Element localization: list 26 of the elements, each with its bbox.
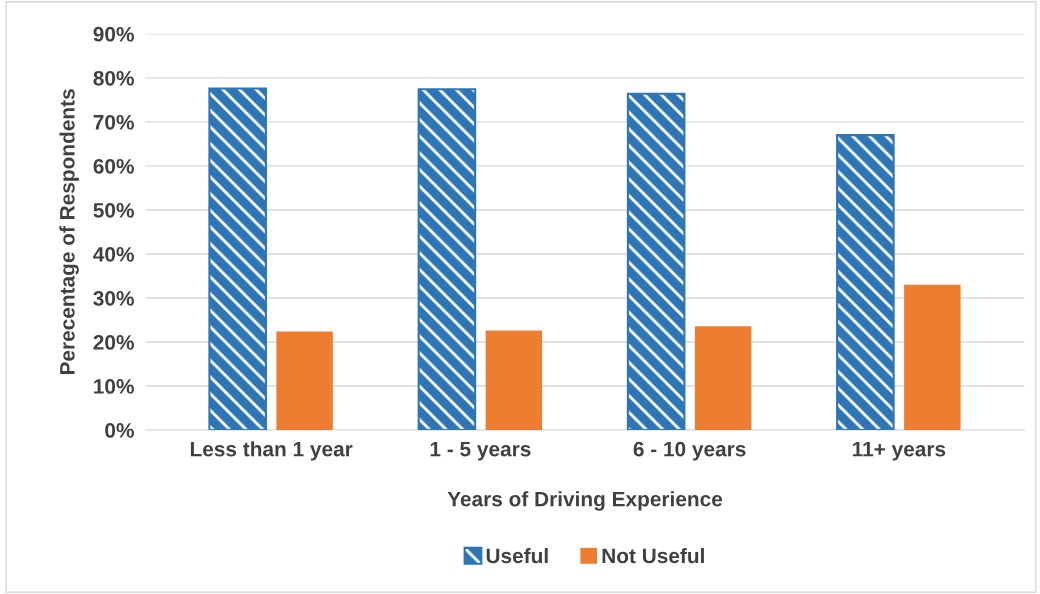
y-tick-label: 30%: [93, 290, 134, 306]
y-tick-label: 80%: [93, 70, 134, 86]
y-axis-title: Perecentage of Respondents: [59, 89, 79, 375]
x-tick-label: 11+ years: [852, 441, 946, 461]
bar: [417, 88, 477, 431]
bar: [485, 330, 543, 431]
bar: [694, 326, 752, 431]
bar: [276, 331, 333, 431]
bar: [904, 284, 961, 431]
x-axis-title: Years of Driving Experience: [447, 491, 723, 511]
x-tick-label: Less than 1 year: [190, 441, 353, 461]
y-tick-label: 60%: [93, 158, 134, 174]
bar: [626, 92, 686, 431]
legend-label: Useful: [486, 547, 548, 564]
y-tick-label: 50%: [93, 202, 134, 218]
y-tick-label: 20%: [93, 335, 134, 350]
y-tick-label: 10%: [94, 379, 134, 394]
x-tick-label: 6 - 10 years: [633, 441, 746, 461]
x-tick-label: 1 - 5 years: [430, 441, 531, 461]
legend-label: Not Useful: [602, 547, 704, 564]
y-tick-label: 0%: [105, 423, 134, 438]
bar: [836, 134, 895, 431]
y-tick-label: 70%: [93, 114, 134, 130]
bar: [208, 87, 267, 431]
y-tick-label: 90%: [93, 26, 134, 42]
y-tick-label: 40%: [93, 246, 134, 262]
